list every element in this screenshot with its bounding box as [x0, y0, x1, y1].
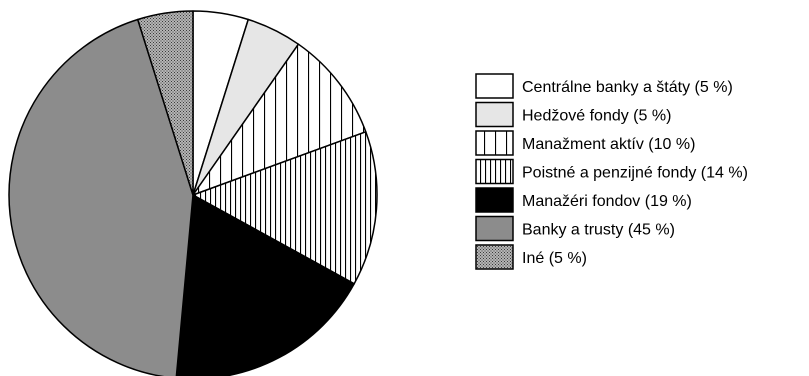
- legend-item: Iné (5 %): [475, 244, 587, 270]
- legend-item: Manažéri fondov (19 %): [475, 187, 692, 213]
- pie-slice-banky-a-trusty: [8, 18, 194, 376]
- legend-swatch: [475, 244, 514, 270]
- pie-slices: [8, 10, 378, 376]
- legend: Centrálne banky a štáty (5 %) Hedžové fon…: [475, 73, 748, 270]
- legend-swatch: [475, 158, 514, 185]
- legend-item: Hedžové fondy (5 %): [475, 101, 671, 128]
- legend-swatch: [475, 215, 514, 242]
- legend-label: Poistné a penzijné fondy (14 %): [522, 165, 748, 182]
- legend-label: Iné (5 %): [522, 250, 587, 267]
- pie-slice-ine: [136, 10, 194, 196]
- legend-item: Centrálne banky a štáty (5 %): [475, 73, 733, 99]
- legend-swatch: [475, 130, 514, 156]
- pie-slice-manazment-aktiv: [192, 43, 367, 196]
- legend-label: Banky a trusty (45 %): [522, 222, 675, 239]
- legend-swatch: [475, 101, 514, 128]
- legend-item: Manažment aktív (10 %): [475, 130, 695, 156]
- legend-label: Manažment aktív (10 %): [522, 136, 695, 153]
- legend-label: Hedžové fondy (5 %): [522, 108, 671, 125]
- legend-label: Centrálne banky a štáty (5 %): [522, 79, 733, 96]
- legend-item: Poistné a penzijné fondy (14 %): [475, 158, 748, 185]
- legend-label: Manažéri fondov (19 %): [522, 193, 692, 210]
- legend-item: Banky a trusty (45 %): [475, 215, 675, 242]
- pie-slice-poistne-a-penzijne-fondy: [192, 131, 378, 285]
- pie-slice-manazeri-fondov: [175, 194, 355, 376]
- legend-swatch: [475, 187, 514, 213]
- legend-swatch: [475, 73, 514, 99]
